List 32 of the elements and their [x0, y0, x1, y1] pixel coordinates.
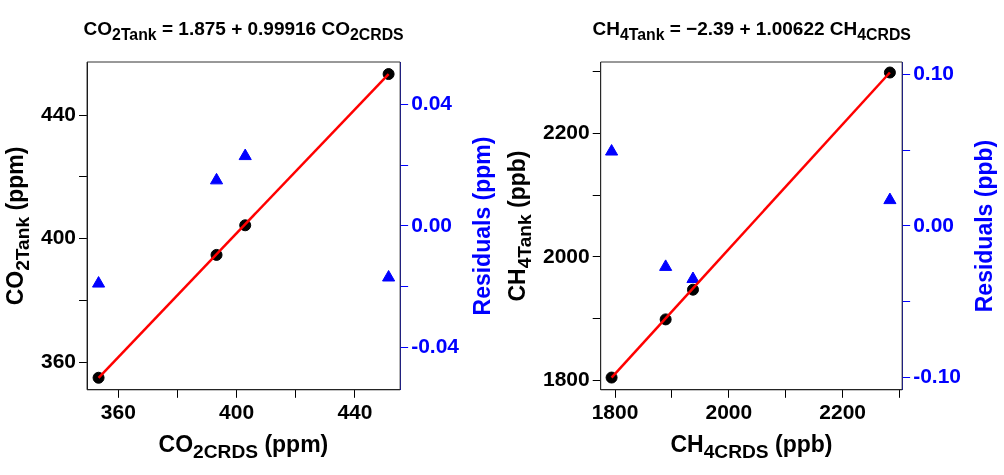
y2-tick-label: 0.04 [411, 91, 453, 115]
y-tick-label: 2000 [543, 243, 590, 267]
x-tick-label: 440 [337, 400, 373, 424]
x-axis-title: CH$_{4CRDS}$ (ppb) [670, 431, 833, 463]
chart-title: CO$_{2Tank}$ = 1.875 + 0.99916 CO$_{2CRDS}$ [83, 18, 404, 44]
point [686, 271, 700, 284]
x-tick-label: 360 [100, 400, 136, 424]
x-tick-label: 2000 [705, 400, 753, 424]
point [209, 172, 224, 185]
y2-axis-title: Residuals (ppm) [468, 136, 496, 316]
y2-tick-label: 0.00 [411, 212, 453, 236]
y2-tick-label: 0.10 [913, 60, 955, 84]
y-tick-label: 400 [40, 225, 77, 249]
point [382, 270, 396, 282]
y2-tick-label: -0.10 [913, 364, 962, 388]
x-tick-label: 1800 [591, 400, 639, 424]
y2-tick-label: 0.00 [913, 212, 955, 236]
y-tick-label: 360 [40, 348, 77, 372]
x-axis-title: CO$_{2CRDS}$ (ppm) [158, 431, 329, 463]
y-tick-label: 1800 [543, 367, 590, 391]
point [605, 144, 619, 156]
y2-axis-title: Residuals (ppb) [970, 139, 998, 313]
point [883, 192, 897, 205]
point [659, 259, 673, 271]
y-tick-label: 440 [40, 101, 77, 125]
chart-title: CH$_{4Tank}$ = −2.39 + 1.00622 CH$_{4CRDS}$ [592, 18, 911, 44]
x-tick-label: 2200 [819, 400, 867, 424]
y2-tick-label: -0.04 [411, 334, 460, 358]
x-tick-label: 400 [219, 400, 255, 424]
point [238, 148, 252, 161]
y-tick-label: 2200 [543, 119, 590, 143]
point [92, 276, 106, 288]
